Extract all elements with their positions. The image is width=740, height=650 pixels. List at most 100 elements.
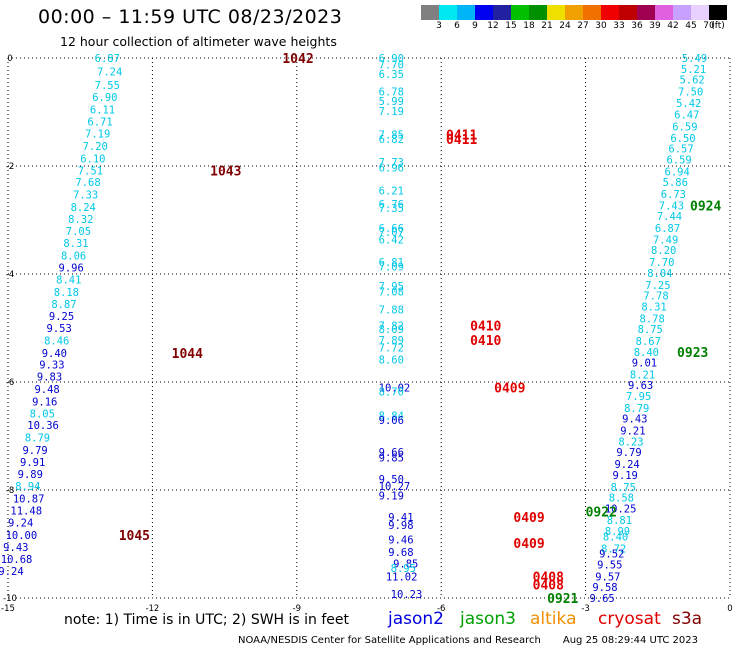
color-swatch <box>493 5 511 20</box>
y-tick-label: 0 <box>7 54 12 64</box>
wave-height-value: 9.24 <box>614 459 639 471</box>
wave-height-value: 6.73 <box>661 189 686 201</box>
color-scale-label: 33 <box>613 21 625 31</box>
legend-jason2: jason2 <box>388 609 444 629</box>
wave-height-value: 8.46 <box>44 335 69 347</box>
wave-height-value: 7.68 <box>75 177 100 189</box>
wave-height-value: 10.25 <box>605 503 637 515</box>
wave-height-value: 7.19 <box>379 106 404 118</box>
wave-height-value: 9.25 <box>49 311 74 323</box>
wave-height-value: 10.27 <box>379 481 411 493</box>
color-swatch <box>601 5 619 20</box>
wave-height-value: 8.04 <box>647 268 672 280</box>
wave-height-value: 8.06 <box>61 251 86 263</box>
wave-height-value: 8.94 <box>15 481 40 493</box>
wave-height-value: 7.49 <box>653 234 678 246</box>
wave-height-value: 8.75 <box>638 324 663 336</box>
wave-height-value: 7.55 <box>95 80 120 92</box>
wave-height-value: 5.99 <box>379 96 404 108</box>
wave-height-value: 9.19 <box>379 490 404 502</box>
wave-height-value: 7.78 <box>643 291 668 303</box>
color-swatch <box>637 5 655 20</box>
pass-number-label: 0921 <box>547 592 578 607</box>
wave-height-value: 6.94 <box>665 166 690 178</box>
pass-number-label: 1043 <box>210 164 241 179</box>
wave-height-value: 9.01 <box>632 358 657 370</box>
wave-height-value: 7.89 <box>379 335 404 347</box>
color-scale-label: (ft) <box>711 21 725 31</box>
wave-height-value: 9.79 <box>616 447 641 459</box>
color-scale-label: 45 <box>685 21 697 31</box>
pass-number-label: 0923 <box>677 346 708 361</box>
wave-height-value: 8.40 <box>603 531 628 543</box>
wave-height-value: 6.57 <box>668 144 693 156</box>
pass-number-label: 0411 <box>446 129 477 144</box>
wave-height-value: 9.91 <box>20 457 45 469</box>
wave-height-value: 10.87 <box>13 494 45 506</box>
legend-altika: altika <box>530 609 577 629</box>
pass-number-label: 1042 <box>282 52 313 67</box>
wave-height-value: 8.72 <box>601 543 626 555</box>
wave-height-value: 8.31 <box>63 238 88 250</box>
wave-height-value: 8.32 <box>68 214 93 226</box>
color-scale-label: 27 <box>577 21 589 31</box>
wave-height-value: 6.81 <box>379 257 404 269</box>
wave-height-value: 6.59 <box>672 122 697 134</box>
wave-height-value: 8.79 <box>25 433 50 445</box>
wave-height-value: 7.20 <box>83 141 108 153</box>
wave-height-value: 6.59 <box>666 155 691 167</box>
y-tick-label: -2 <box>6 162 14 172</box>
wave-height-value: 7.82 <box>379 320 404 332</box>
wave-height-value: 6.87 <box>655 223 680 235</box>
wave-height-value: 8.23 <box>618 436 643 448</box>
wave-height-value: 9.68 <box>388 547 413 559</box>
color-scale-bar <box>421 5 727 20</box>
wave-height-value: 9.46 <box>388 535 413 547</box>
color-scale-label: 6 <box>454 21 460 31</box>
pass-number-label: 0922 <box>586 506 617 521</box>
wave-height-value: 8.58 <box>609 493 634 505</box>
color-swatch <box>583 5 601 20</box>
wave-height-value: 9.33 <box>39 360 64 372</box>
wave-height-value: 7.70 <box>379 59 404 71</box>
wave-height-value: 9.24 <box>0 566 24 578</box>
color-scale-label: 24 <box>559 21 571 31</box>
wave-height-value: 8.24 <box>71 202 96 214</box>
wave-height-value: 9.24 <box>8 517 33 529</box>
wave-height-value: 8.40 <box>634 347 659 359</box>
color-scale-label: 30 <box>595 21 607 31</box>
wave-height-value: 8.41 <box>56 274 81 286</box>
y-tick-label: -10 <box>3 594 17 604</box>
note-text: note: 1) Time is in UTC; 2) SWH is in fe… <box>64 612 350 628</box>
wave-height-value: 9.50 <box>379 474 404 486</box>
color-scale-label: 39 <box>649 21 661 31</box>
wave-height-value: 7.05 <box>66 226 91 238</box>
wave-height-value: 10.02 <box>379 382 411 394</box>
wave-height-value: 9.06 <box>379 415 404 427</box>
wave-height-value: 9.19 <box>613 470 638 482</box>
position-marker: ° <box>36 486 40 496</box>
wave-height-value: 7.88 <box>379 305 404 317</box>
pass-number-label: 1045 <box>119 529 150 544</box>
legend-cryosat: cryosat <box>598 609 661 629</box>
pass-number-label: 0410 <box>470 319 501 334</box>
color-scale-label: 12 <box>487 21 499 31</box>
legend-s3a: s3a <box>672 609 703 629</box>
pass-number-label: 0411 <box>446 133 477 148</box>
color-swatch <box>457 5 475 20</box>
pass-number-label: 0924 <box>690 199 721 214</box>
color-scale-label: 15 <box>505 21 517 31</box>
x-tick-label: -15 <box>1 604 15 614</box>
color-scale-label: 21 <box>541 21 553 31</box>
y-tick-label: -6 <box>6 378 14 388</box>
wave-height-value: 7.44 <box>657 211 682 223</box>
wave-height-value: 7.72 <box>379 342 404 354</box>
color-swatch <box>475 5 493 20</box>
wave-height-value: 8.84 <box>379 410 404 422</box>
color-swatch <box>529 5 547 20</box>
wave-height-value: 7.51 <box>78 165 103 177</box>
wave-height-value: 7.07 <box>379 227 404 239</box>
wave-height-value: 7.50 <box>678 86 703 98</box>
color-scale-label: 18 <box>523 21 535 31</box>
